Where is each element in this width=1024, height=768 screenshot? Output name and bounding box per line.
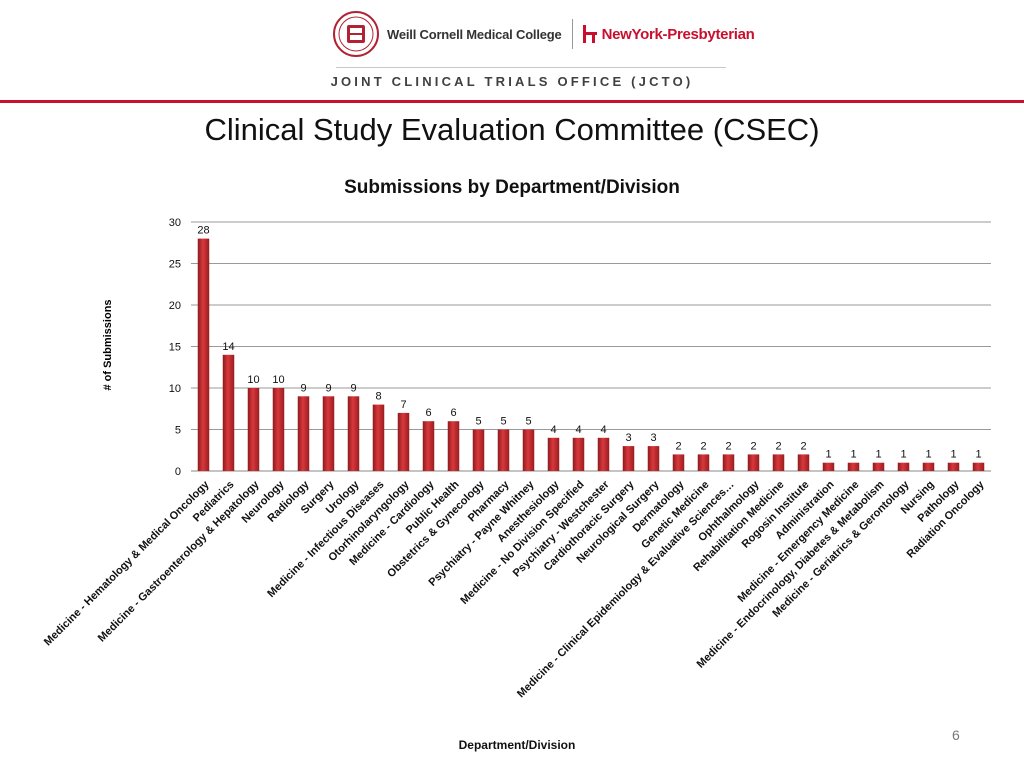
bar-value-label: 5: [525, 416, 531, 428]
bar: [197, 238, 210, 471]
bar: [547, 437, 560, 471]
bar-value-label: 10: [247, 374, 259, 386]
bar: [422, 421, 435, 471]
bar-value-label: 2: [800, 440, 806, 452]
bar: [872, 462, 885, 471]
y-tick-label: 10: [169, 383, 181, 395]
bar-value-label: 4: [600, 424, 606, 436]
bar-value-label: 9: [325, 382, 331, 394]
bar: [647, 446, 660, 471]
bar-value-label: 5: [500, 416, 506, 428]
bar-value-label: 6: [425, 407, 431, 419]
bar-value-label: 1: [925, 449, 931, 461]
y-tick-label: 25: [169, 259, 181, 271]
bar-value-label: 2: [750, 440, 756, 452]
bar: [472, 429, 485, 471]
college-name: Weill Cornell Medical College: [387, 26, 562, 42]
bar: [972, 462, 985, 471]
bar: [322, 396, 335, 471]
bar: [347, 396, 360, 471]
bar-value-label: 2: [700, 440, 706, 452]
bar: [797, 454, 810, 471]
slide-title: Clinical Study Evaluation Committee (CSE…: [204, 112, 820, 147]
bar: [247, 388, 260, 471]
y-tick-label: 20: [169, 300, 181, 312]
chart-title: Submissions by Department/Division: [344, 177, 680, 198]
bar-value-label: 1: [850, 449, 856, 461]
bar: [847, 462, 860, 471]
bar-value-label: 3: [650, 432, 656, 444]
bar-value-label: 4: [575, 424, 581, 436]
bar: [672, 454, 685, 471]
bar: [597, 437, 610, 471]
bar-value-label: 3: [625, 432, 631, 444]
slide-header: Weill Cornell Medical College NewYork-Pr…: [0, 0, 1024, 100]
bar-value-label: 5: [475, 416, 481, 428]
bar-value-label: 2: [775, 440, 781, 452]
bar: [622, 446, 635, 471]
bar: [272, 388, 285, 471]
bar-value-label: 2: [675, 440, 681, 452]
page-number: 6: [952, 727, 960, 743]
nyp-logo-icon: [582, 25, 597, 43]
bar: [297, 396, 310, 471]
office-name: JOINT CLINICAL TRIALS OFFICE (JCTO): [330, 74, 694, 89]
hospital-name: NewYork-Presbyterian: [601, 25, 755, 43]
bar-value-label: 1: [875, 449, 881, 461]
bar: [497, 429, 510, 471]
bar: [772, 454, 785, 471]
bar: [822, 462, 835, 471]
bar: [447, 421, 460, 471]
x-tick-label: Medicine - Hematology & Medical Oncology: [42, 478, 212, 648]
y-tick-label: 0: [175, 466, 181, 478]
bar: [222, 354, 235, 471]
bar-value-label: 1: [975, 449, 981, 461]
logo-divider: [571, 19, 573, 49]
bar-value-label: 4: [550, 424, 556, 436]
bar-value-label: 9: [350, 382, 356, 394]
x-axis-label: Department/Division: [458, 738, 576, 752]
bar: [722, 454, 735, 471]
bar: [397, 412, 410, 471]
y-tick-label: 5: [175, 425, 181, 437]
bar-value-label: 10: [272, 374, 284, 386]
bar-value-label: 9: [300, 382, 306, 394]
bar: [572, 437, 585, 471]
bar-value-label: 1: [950, 449, 956, 461]
header-rule: [0, 100, 1024, 103]
bar-value-label: 6: [450, 407, 456, 419]
y-tick-label: 30: [169, 217, 181, 229]
bar-value-label: 1: [900, 449, 906, 461]
bar: [697, 454, 710, 471]
y-tick-label: 15: [169, 342, 181, 354]
cornell-seal-icon: [333, 11, 379, 57]
bar: [747, 454, 760, 471]
bar-value-label: 1: [825, 449, 831, 461]
bar: [897, 462, 910, 471]
bar-value-label: 2: [725, 440, 731, 452]
bar-value-label: 28: [197, 225, 209, 237]
bar: [947, 462, 960, 471]
bar: [522, 429, 535, 471]
bar: [922, 462, 935, 471]
bar-value-label: 7: [400, 399, 406, 411]
logo-group: Weill Cornell Medical College NewYork-Pr…: [333, 10, 755, 58]
bar: [372, 404, 385, 471]
bar-value-label: 14: [222, 341, 234, 353]
bar-value-label: 8: [375, 391, 381, 403]
header-divider: [336, 67, 726, 68]
